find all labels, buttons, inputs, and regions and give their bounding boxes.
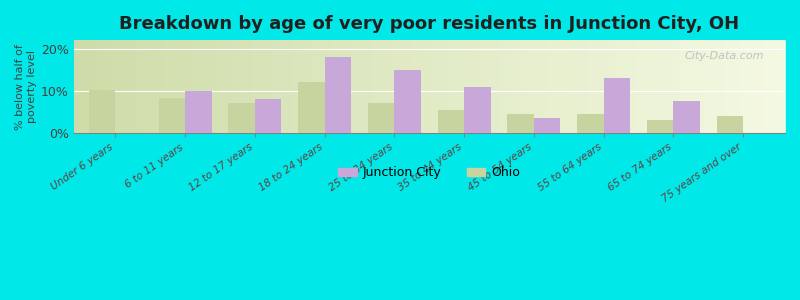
Bar [368, 103, 394, 133]
Bar [185, 91, 212, 133]
Bar [255, 99, 282, 133]
Bar [674, 101, 700, 133]
Bar [647, 120, 674, 133]
Bar [464, 87, 490, 133]
Bar [577, 114, 604, 133]
Bar [228, 103, 255, 133]
Title: Breakdown by age of very poor residents in Junction City, OH: Breakdown by age of very poor residents … [119, 15, 739, 33]
Text: City-Data.com: City-Data.com [684, 51, 764, 61]
Bar [604, 78, 630, 133]
Bar [438, 110, 464, 133]
Bar [717, 116, 743, 133]
Y-axis label: % below half of
poverty level: % below half of poverty level [15, 44, 37, 130]
Bar [534, 118, 560, 133]
Bar [298, 82, 325, 133]
Bar [158, 98, 185, 133]
Bar [89, 90, 115, 133]
Bar [325, 57, 351, 133]
Legend: Junction City, Ohio: Junction City, Ohio [333, 161, 526, 184]
Bar [394, 70, 421, 133]
Bar [507, 114, 534, 133]
